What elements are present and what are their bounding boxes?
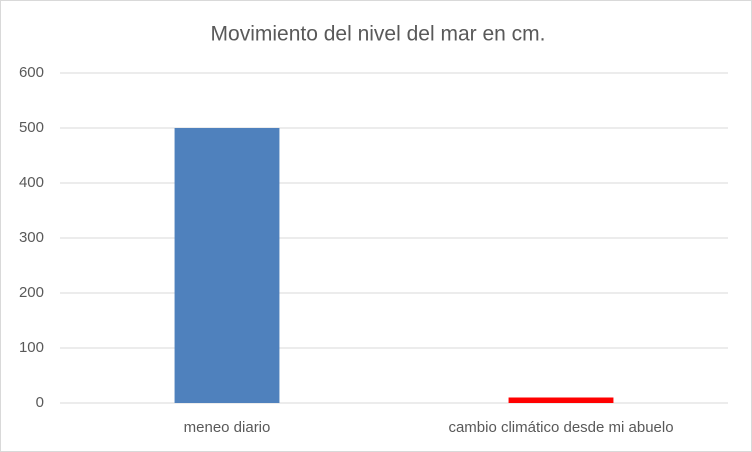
x-tick-label: cambio climático desde mi abuelo — [448, 419, 673, 436]
x-tick-label: meneo diario — [184, 419, 271, 436]
y-tick-label: 100 — [19, 339, 44, 356]
bar — [508, 397, 614, 403]
y-tick-label: 400 — [19, 174, 44, 191]
y-tick-label: 500 — [19, 119, 44, 136]
bar — [174, 128, 280, 403]
chart-title: Movimiento del nivel del mar en cm. — [211, 23, 546, 46]
y-tick-label: 600 — [19, 64, 44, 81]
y-tick-label: 200 — [19, 284, 44, 301]
y-tick-label: 0 — [36, 394, 44, 411]
y-tick-label: 300 — [19, 229, 44, 246]
